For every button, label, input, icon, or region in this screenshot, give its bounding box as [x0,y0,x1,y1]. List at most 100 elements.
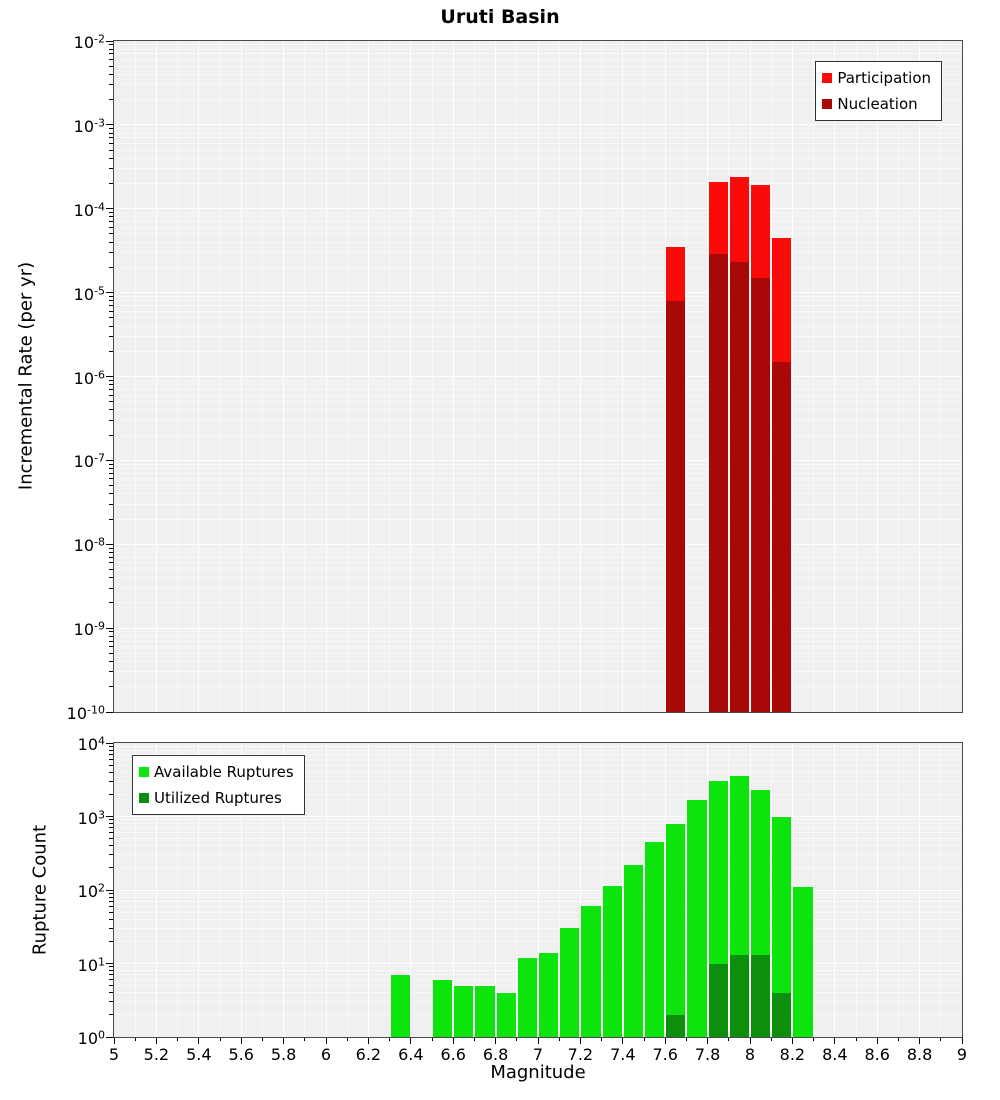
gridline [114,137,962,139]
gridline [114,568,962,570]
y-axis-minor-tick [109,764,113,766]
y-axis-minor-tick [109,226,113,228]
gridline [114,142,962,144]
gridline [114,252,962,254]
y-axis-minor-tick [109,979,113,981]
x-tick-label: 5.4 [186,1045,212,1064]
y-axis-tick [106,627,113,629]
x-axis-tick [240,1038,242,1044]
legend-label: Utilized Ruptures [154,789,282,807]
legend-swatch-icon [822,73,833,83]
gridline [791,41,793,712]
gridline [114,503,962,505]
gridline [114,927,962,929]
y-axis-minor-tick [109,305,113,307]
y-axis-minor-tick [109,468,113,469]
available-ruptures-bar [581,906,601,1037]
x-axis-tick [134,1038,136,1041]
y-axis-minor-tick [109,635,113,637]
y-axis-minor-tick [109,419,113,421]
x-axis-tick [897,1038,899,1041]
nucleation-bar [666,300,686,712]
x-tick-label: 7.8 [694,1045,721,1064]
legend-item: Participation [822,65,931,91]
gridline [897,743,899,1037]
y-axis-minor-tick [109,388,113,390]
gridline [114,468,962,469]
nucleation-bar [708,253,728,712]
gridline [114,587,962,589]
x-axis-tick [749,1038,751,1044]
gridline [114,266,962,268]
x-tick-label: 5.6 [228,1045,254,1064]
y-axis-minor-tick [109,84,113,86]
gridline [410,41,412,712]
gridline [114,44,962,46]
y-axis-minor-tick [109,745,113,747]
y-axis-minor-tick [109,409,113,411]
available-ruptures-bar [666,823,686,1037]
y-axis-minor-tick [109,780,113,782]
y-axis-minor-tick [109,233,113,235]
gridline [219,41,221,712]
y-axis-minor-tick [109,157,113,159]
gridline [114,292,962,294]
gridline [855,743,857,1037]
gridline [114,646,962,648]
gridline [114,149,962,151]
utilized-ruptures-bar [666,1014,686,1037]
gridline [114,992,962,994]
gridline [114,905,962,907]
gridline [114,53,962,55]
y-tick-label: 104 [77,734,105,754]
gridline [431,41,433,712]
y-axis-minor-tick [109,1014,113,1016]
y-axis-minor-tick [109,793,113,795]
available-ruptures-bar [454,985,474,1037]
gridline [452,41,454,712]
gridline [114,305,962,307]
utilized-ruptures-bar [751,955,771,1037]
x-axis-tick [622,1038,624,1044]
gridline [114,819,962,821]
gridline [114,208,962,210]
y-axis-minor-tick [109,827,113,829]
gridline [114,1014,962,1016]
gridline [389,41,391,712]
x-axis-tick [198,1038,200,1044]
x-tick-label: 6.6 [440,1045,466,1064]
y-axis-minor-tick [109,838,113,840]
y-tick-label: 10-9 [73,619,105,639]
gridline [114,966,962,968]
y-axis-minor-tick [109,556,113,558]
y-axis-minor-tick [109,562,113,564]
gridline [114,963,962,964]
y-tick-label: 10-7 [73,451,105,472]
gridline [114,388,962,390]
gridline [114,401,962,403]
x-tick-label: 8.2 [779,1045,806,1064]
available-ruptures-bar [560,928,580,1037]
available-ruptures-bar [645,841,665,1037]
y-axis-minor-tick [109,577,113,579]
gridline [114,157,962,159]
y-axis-minor-tick [109,132,113,134]
available-ruptures-bar [539,952,559,1037]
available-ruptures-bar [623,864,643,1037]
gridline [114,749,962,751]
gridline [114,896,962,898]
y-axis-minor-tick [109,970,113,972]
gridline [346,41,348,712]
x-axis-tick [516,1038,518,1041]
y-axis-minor-tick [109,53,113,55]
x-axis-tick [813,1038,815,1041]
y-tick-label: 102 [77,881,105,901]
gridline [114,310,962,312]
y-axis-minor-tick [109,631,113,633]
y-axis-minor-tick [109,518,113,520]
gridline [919,743,921,1037]
y-axis-minor-tick [109,927,113,929]
y-axis-tick [106,963,113,964]
x-axis-tick [791,1038,793,1044]
x-axis-tick [685,1038,687,1041]
